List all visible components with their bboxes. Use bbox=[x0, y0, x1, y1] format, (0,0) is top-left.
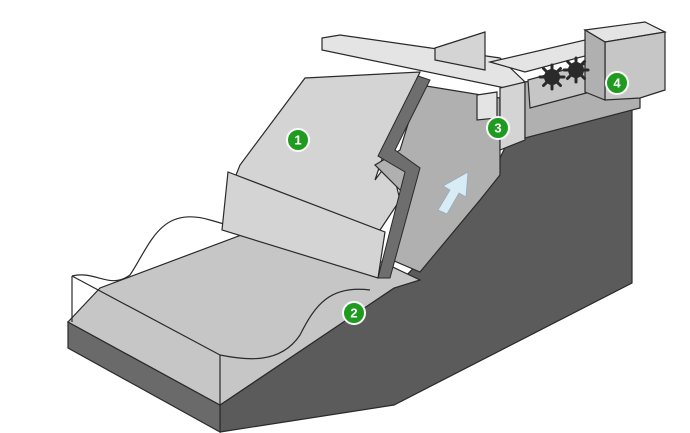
marker-3-label: 3 bbox=[494, 121, 501, 136]
flow-arrow-icon bbox=[437, 171, 469, 215]
water-surface-front bbox=[219, 288, 371, 360]
gate-strip bbox=[377, 75, 431, 279]
gate-opening bbox=[476, 91, 498, 121]
gear-icon bbox=[538, 63, 566, 91]
marker-2: 2 bbox=[342, 301, 366, 325]
water-edge-front bbox=[71, 275, 221, 356]
marker-4-label: 4 bbox=[613, 76, 621, 91]
marker-4: 4 bbox=[605, 71, 629, 95]
end-housing-side bbox=[584, 28, 606, 101]
marker-3: 3 bbox=[486, 116, 510, 140]
gear-icon bbox=[562, 56, 590, 84]
back-wall bbox=[434, 31, 486, 71]
marker-1-label: 1 bbox=[294, 133, 301, 148]
marker-1: 1 bbox=[286, 128, 310, 152]
channel-floor bbox=[67, 227, 422, 406]
marker-2-label: 2 bbox=[350, 306, 357, 321]
gate-housing-front bbox=[499, 81, 526, 151]
